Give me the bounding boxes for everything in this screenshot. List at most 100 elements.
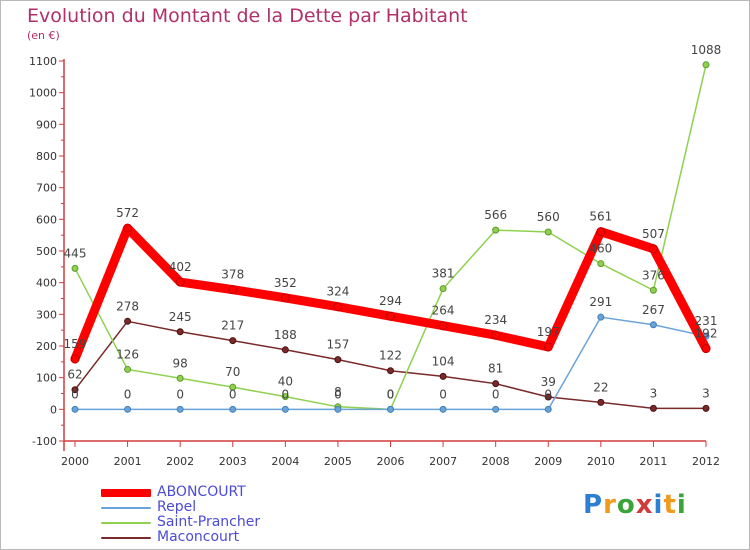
data-point-repel xyxy=(544,405,552,413)
data-label-aboncourt: 402 xyxy=(169,260,192,274)
data-point-maconcourt xyxy=(439,372,447,380)
data-label-repel: 0 xyxy=(124,387,132,401)
data-point-aboncourt xyxy=(701,344,711,354)
data-label-saint-prancher: 1088 xyxy=(691,43,722,57)
data-label-aboncourt: 572 xyxy=(116,206,139,220)
data-label-repel: 0 xyxy=(544,387,552,401)
data-label-aboncourt: 507 xyxy=(642,227,665,241)
data-point-maconcourt xyxy=(229,337,237,345)
y-tick-label: 900 xyxy=(36,118,57,131)
data-label-repel: 0 xyxy=(492,387,500,401)
x-tick-label: 2008 xyxy=(482,455,510,468)
x-tick-label: 2001 xyxy=(114,455,142,468)
y-tick-label: 700 xyxy=(36,182,57,195)
data-point-aboncourt xyxy=(123,223,133,233)
data-point-saint-prancher xyxy=(124,365,132,373)
data-label-maconcourt: 188 xyxy=(274,328,297,342)
data-label-saint-prancher: 560 xyxy=(537,210,560,224)
data-label-maconcourt: 22 xyxy=(593,380,608,394)
legend-swatch-saint-prancher xyxy=(101,522,151,524)
data-label-saint-prancher: 40 xyxy=(278,375,293,389)
data-point-saint-prancher xyxy=(492,226,500,234)
logo-letter: x xyxy=(635,490,654,520)
data-label-saint-prancher: 445 xyxy=(64,246,87,260)
data-point-maconcourt xyxy=(544,393,552,401)
x-tick-label: 2007 xyxy=(429,455,457,468)
data-point-repel xyxy=(71,405,79,413)
data-point-maconcourt xyxy=(649,404,657,412)
logo-letter: P xyxy=(583,490,604,520)
data-label-repel: 0 xyxy=(334,387,342,401)
data-point-aboncourt xyxy=(280,293,290,303)
unit-label: (en €) xyxy=(27,29,60,42)
data-label-repel: 0 xyxy=(282,387,290,401)
y-tick-label: 0 xyxy=(50,403,57,416)
x-tick-label: 2002 xyxy=(166,455,194,468)
data-label-aboncourt: 192 xyxy=(695,327,718,341)
data-point-aboncourt xyxy=(70,354,80,364)
x-tick-label: 2005 xyxy=(324,455,352,468)
legend-swatch-maconcourt xyxy=(101,537,151,539)
data-point-repel xyxy=(649,321,657,329)
data-label-repel: 291 xyxy=(589,295,612,309)
data-point-maconcourt xyxy=(387,367,394,375)
logo-letter: i xyxy=(676,490,687,520)
legend-label-aboncourt: ABONCOURT xyxy=(157,484,246,500)
data-label-repel: 231 xyxy=(695,314,718,328)
data-label-saint-prancher: 376 xyxy=(642,268,665,282)
x-tick-label: 2000 xyxy=(61,455,89,468)
logo-letter: r xyxy=(603,490,617,520)
x-tick-label: 2003 xyxy=(219,455,247,468)
data-point-saint-prancher xyxy=(176,374,184,382)
data-point-saint-prancher xyxy=(439,285,447,293)
legend-swatch-aboncourt xyxy=(101,489,151,497)
chart-title: Evolution du Montant de la Dette par Hab… xyxy=(27,5,468,27)
data-point-repel xyxy=(334,405,342,413)
data-point-saint-prancher xyxy=(544,228,552,236)
data-label-maconcourt: 3 xyxy=(702,386,710,400)
data-label-repel: 0 xyxy=(176,387,184,401)
data-point-repel xyxy=(281,405,289,413)
y-tick-label: 600 xyxy=(36,213,57,226)
data-point-repel xyxy=(124,405,132,413)
data-point-repel xyxy=(439,405,447,413)
legend-swatch-repel xyxy=(101,507,151,509)
data-label-saint-prancher: 460 xyxy=(589,242,612,256)
data-point-saint-prancher xyxy=(281,393,289,401)
x-tick-label: 2006 xyxy=(377,455,405,468)
data-label-saint-prancher: 98 xyxy=(173,356,188,370)
data-point-maconcourt xyxy=(176,328,184,336)
data-point-repel xyxy=(176,405,184,413)
data-label-aboncourt: 264 xyxy=(432,304,455,318)
data-label-maconcourt: 3 xyxy=(650,386,658,400)
data-label-saint-prancher: 0 xyxy=(387,387,395,401)
y-tick-label: 300 xyxy=(36,308,57,321)
data-label-aboncourt: 294 xyxy=(379,294,402,308)
data-label-repel: 267 xyxy=(642,303,665,317)
data-point-maconcourt xyxy=(597,398,605,406)
y-tick-label: 1000 xyxy=(29,87,57,100)
x-tick-label: 2012 xyxy=(692,455,720,468)
data-point-maconcourt xyxy=(71,386,79,394)
data-label-repel: 0 xyxy=(71,387,79,401)
data-point-saint-prancher xyxy=(649,286,657,294)
proxiti-logo: Proxiti xyxy=(583,490,687,520)
data-point-repel xyxy=(597,313,605,321)
data-point-saint-prancher xyxy=(71,264,79,272)
logo-letter: o xyxy=(616,490,636,520)
data-label-aboncourt: 352 xyxy=(274,276,297,290)
y-tick-label: 1100 xyxy=(29,55,57,68)
y-tick-label: 100 xyxy=(36,372,57,385)
data-label-aboncourt: 378 xyxy=(221,268,244,282)
x-tick-label: 2011 xyxy=(639,455,667,468)
y-tick-label: 500 xyxy=(36,245,57,258)
data-label-aboncourt: 159 xyxy=(64,337,87,351)
data-point-maconcourt xyxy=(492,380,500,388)
data-label-repel: 0 xyxy=(439,387,447,401)
data-point-aboncourt xyxy=(543,342,553,352)
data-point-saint-prancher xyxy=(229,383,237,391)
data-label-repel: 0 xyxy=(387,387,395,401)
x-tick-label: 2009 xyxy=(534,455,562,468)
